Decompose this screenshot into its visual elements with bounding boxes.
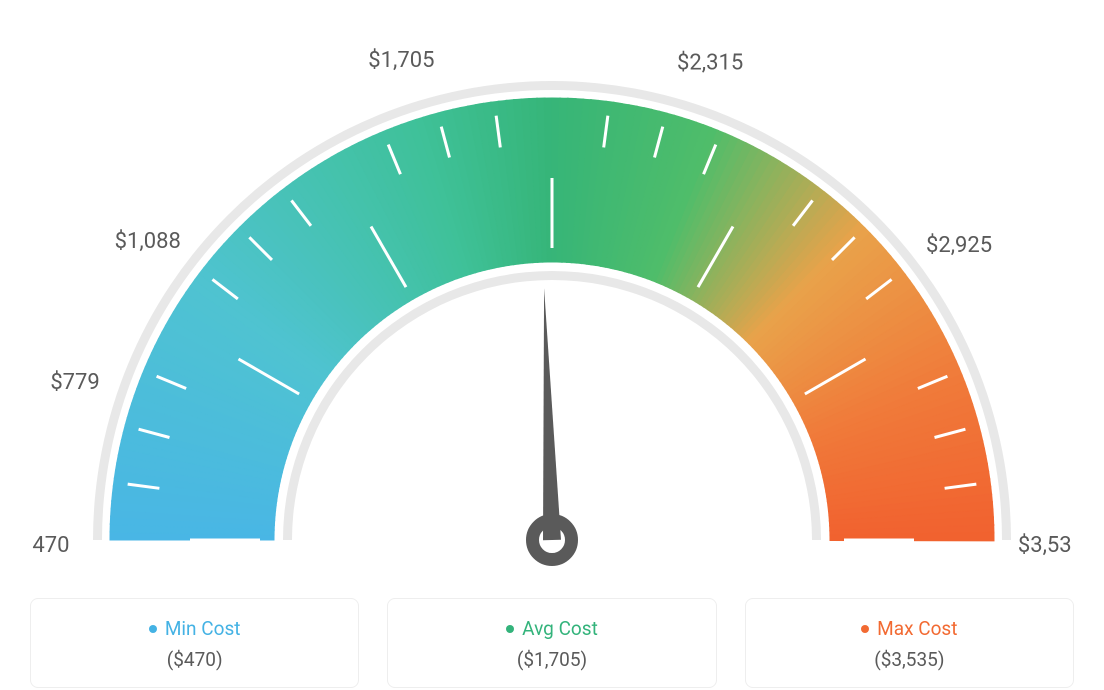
legend-max-value: ($3,535) — [756, 648, 1063, 671]
svg-text:$779: $779 — [50, 370, 99, 395]
legend-card-min: Min Cost ($470) — [30, 598, 359, 688]
svg-text:$1,705: $1,705 — [368, 48, 434, 73]
legend-max-label: Max Cost — [877, 617, 957, 640]
legend-min-label: Min Cost — [165, 617, 241, 640]
chart-container: $470 $779 $1,088 $1,705 $2,315 $2,925 $3,535 M… — [0, 0, 1104, 690]
dot-icon — [506, 625, 514, 633]
svg-text:$2,925: $2,925 — [926, 233, 992, 258]
svg-text:$3,535: $3,535 — [1018, 533, 1072, 558]
gauge-area: $470 $779 $1,088 $1,705 $2,315 $2,925 $3,535 — [30, 20, 1074, 580]
svg-text:$470: $470 — [32, 533, 69, 558]
gauge-chart: $470 $779 $1,088 $1,705 $2,315 $2,925 $3,535 — [32, 20, 1072, 580]
legend-max-title: Max Cost — [861, 617, 957, 640]
svg-text:$2,315: $2,315 — [677, 50, 743, 75]
dot-icon — [149, 625, 157, 633]
legend-min-value: ($470) — [41, 648, 348, 671]
legend-row: Min Cost ($470) Avg Cost ($1,705) Max Co… — [30, 598, 1074, 688]
legend-card-max: Max Cost ($3,535) — [745, 598, 1074, 688]
legend-avg-label: Avg Cost — [522, 617, 598, 640]
legend-card-avg: Avg Cost ($1,705) — [387, 598, 716, 688]
legend-min-title: Min Cost — [149, 617, 241, 640]
svg-text:$1,088: $1,088 — [115, 229, 181, 254]
legend-avg-title: Avg Cost — [506, 617, 598, 640]
legend-avg-value: ($1,705) — [398, 648, 705, 671]
dot-icon — [861, 625, 869, 633]
